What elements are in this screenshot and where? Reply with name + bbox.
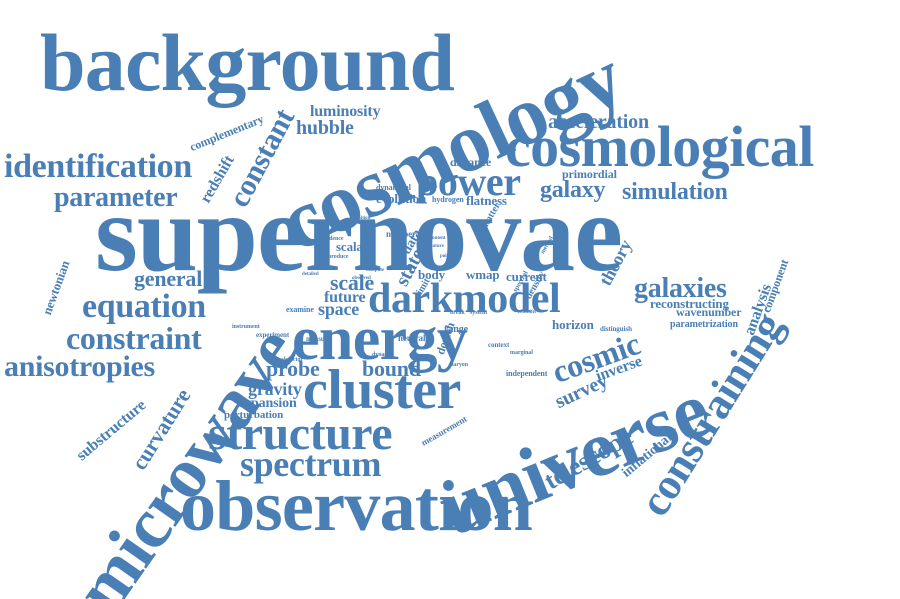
word-evolution: evolution xyxy=(376,191,427,206)
word-expansion: expansion xyxy=(238,396,297,411)
word-structure: structure xyxy=(208,407,393,460)
word-evidence: evidence xyxy=(322,236,344,242)
word-distinguish: distinguish xyxy=(600,325,632,333)
word-body: body xyxy=(418,267,445,282)
word-result: result xyxy=(360,228,375,234)
word-point: point xyxy=(440,254,451,259)
word-probe: probe xyxy=(266,356,320,381)
word-parameter: parameter xyxy=(54,182,178,213)
word-parametrization: parametrization xyxy=(670,319,738,330)
word-identification: identification xyxy=(4,148,192,185)
word-baryon: baryon xyxy=(450,362,468,368)
word-measure: measure xyxy=(306,335,331,343)
word-neutral: neutral xyxy=(398,333,426,343)
word-number: number xyxy=(386,229,416,239)
word-gravity: gravity xyxy=(248,379,302,399)
word-perturbation: perturbation xyxy=(224,409,284,421)
word-wmap: wmap xyxy=(466,267,500,282)
word-flatness: flatness xyxy=(466,193,507,208)
word-general: general xyxy=(134,266,203,291)
word-break: break xyxy=(450,310,465,316)
word-wavenumber: wavenumber xyxy=(676,305,742,319)
word-independent: independent xyxy=(506,369,548,378)
word-marginal: marginal xyxy=(510,350,533,356)
word-produce: produce xyxy=(328,254,349,260)
word-transition: transition xyxy=(350,216,371,221)
word-examine: examine xyxy=(286,305,314,314)
word-dynamic: dynamic xyxy=(372,352,394,358)
word-dynamical: dynamical xyxy=(376,183,411,192)
word-hydrogen: hydrogen xyxy=(432,195,464,204)
word-constraint: constraint xyxy=(66,320,202,356)
word-supernovae: supernovae xyxy=(95,172,623,294)
word-galaxy: galaxy xyxy=(540,177,606,203)
word-background: background xyxy=(40,17,455,108)
word-newtonian: newtonian xyxy=(39,258,73,317)
word-power: power xyxy=(416,159,521,204)
word-compute: compute xyxy=(366,268,384,273)
word-redshifts: redshifts xyxy=(518,310,537,315)
word-range: range xyxy=(444,324,468,335)
word-acceleration: acceleration xyxy=(548,111,649,133)
word-instrument: instrument xyxy=(232,324,260,330)
word-scale: scale xyxy=(330,270,375,295)
word-horizon: horizon xyxy=(552,317,594,332)
word-bound: bound xyxy=(362,356,421,381)
word-nature: nature xyxy=(430,244,444,249)
word-scalefactor: scalefactor xyxy=(276,357,303,363)
word-simulation: simulation xyxy=(622,179,728,205)
word-content: content xyxy=(430,236,446,241)
word-energy: energy xyxy=(292,305,468,373)
word-experiment: experiment xyxy=(256,331,290,339)
word-observed: observed xyxy=(352,276,371,281)
word-scalar: scalar xyxy=(336,239,369,254)
word-cosmological: cosmological xyxy=(505,114,814,179)
word-distance: distance xyxy=(450,155,492,169)
word-cluster: cluster xyxy=(303,359,461,421)
word-observation: observation xyxy=(180,466,533,546)
word-system: system xyxy=(470,310,487,316)
word-hubble: hubble xyxy=(296,117,354,139)
word-luminosity: luminosity xyxy=(310,103,381,120)
word-galaxies: galaxies xyxy=(634,273,727,304)
word-equation: equation xyxy=(82,288,206,325)
word-spectrum: spectrum xyxy=(240,444,382,484)
word-primordial: primordial xyxy=(562,167,617,181)
word-detailed: detailed xyxy=(302,272,319,277)
word-anisotropies: anisotropies xyxy=(4,350,155,383)
word-context: context xyxy=(488,341,510,349)
word-future: future xyxy=(324,289,366,306)
word-reconstructing: reconstructing xyxy=(650,296,729,311)
word-current: current xyxy=(506,269,547,284)
word-space: space xyxy=(318,299,360,319)
word-darkmodel: darkmodel xyxy=(368,276,561,322)
